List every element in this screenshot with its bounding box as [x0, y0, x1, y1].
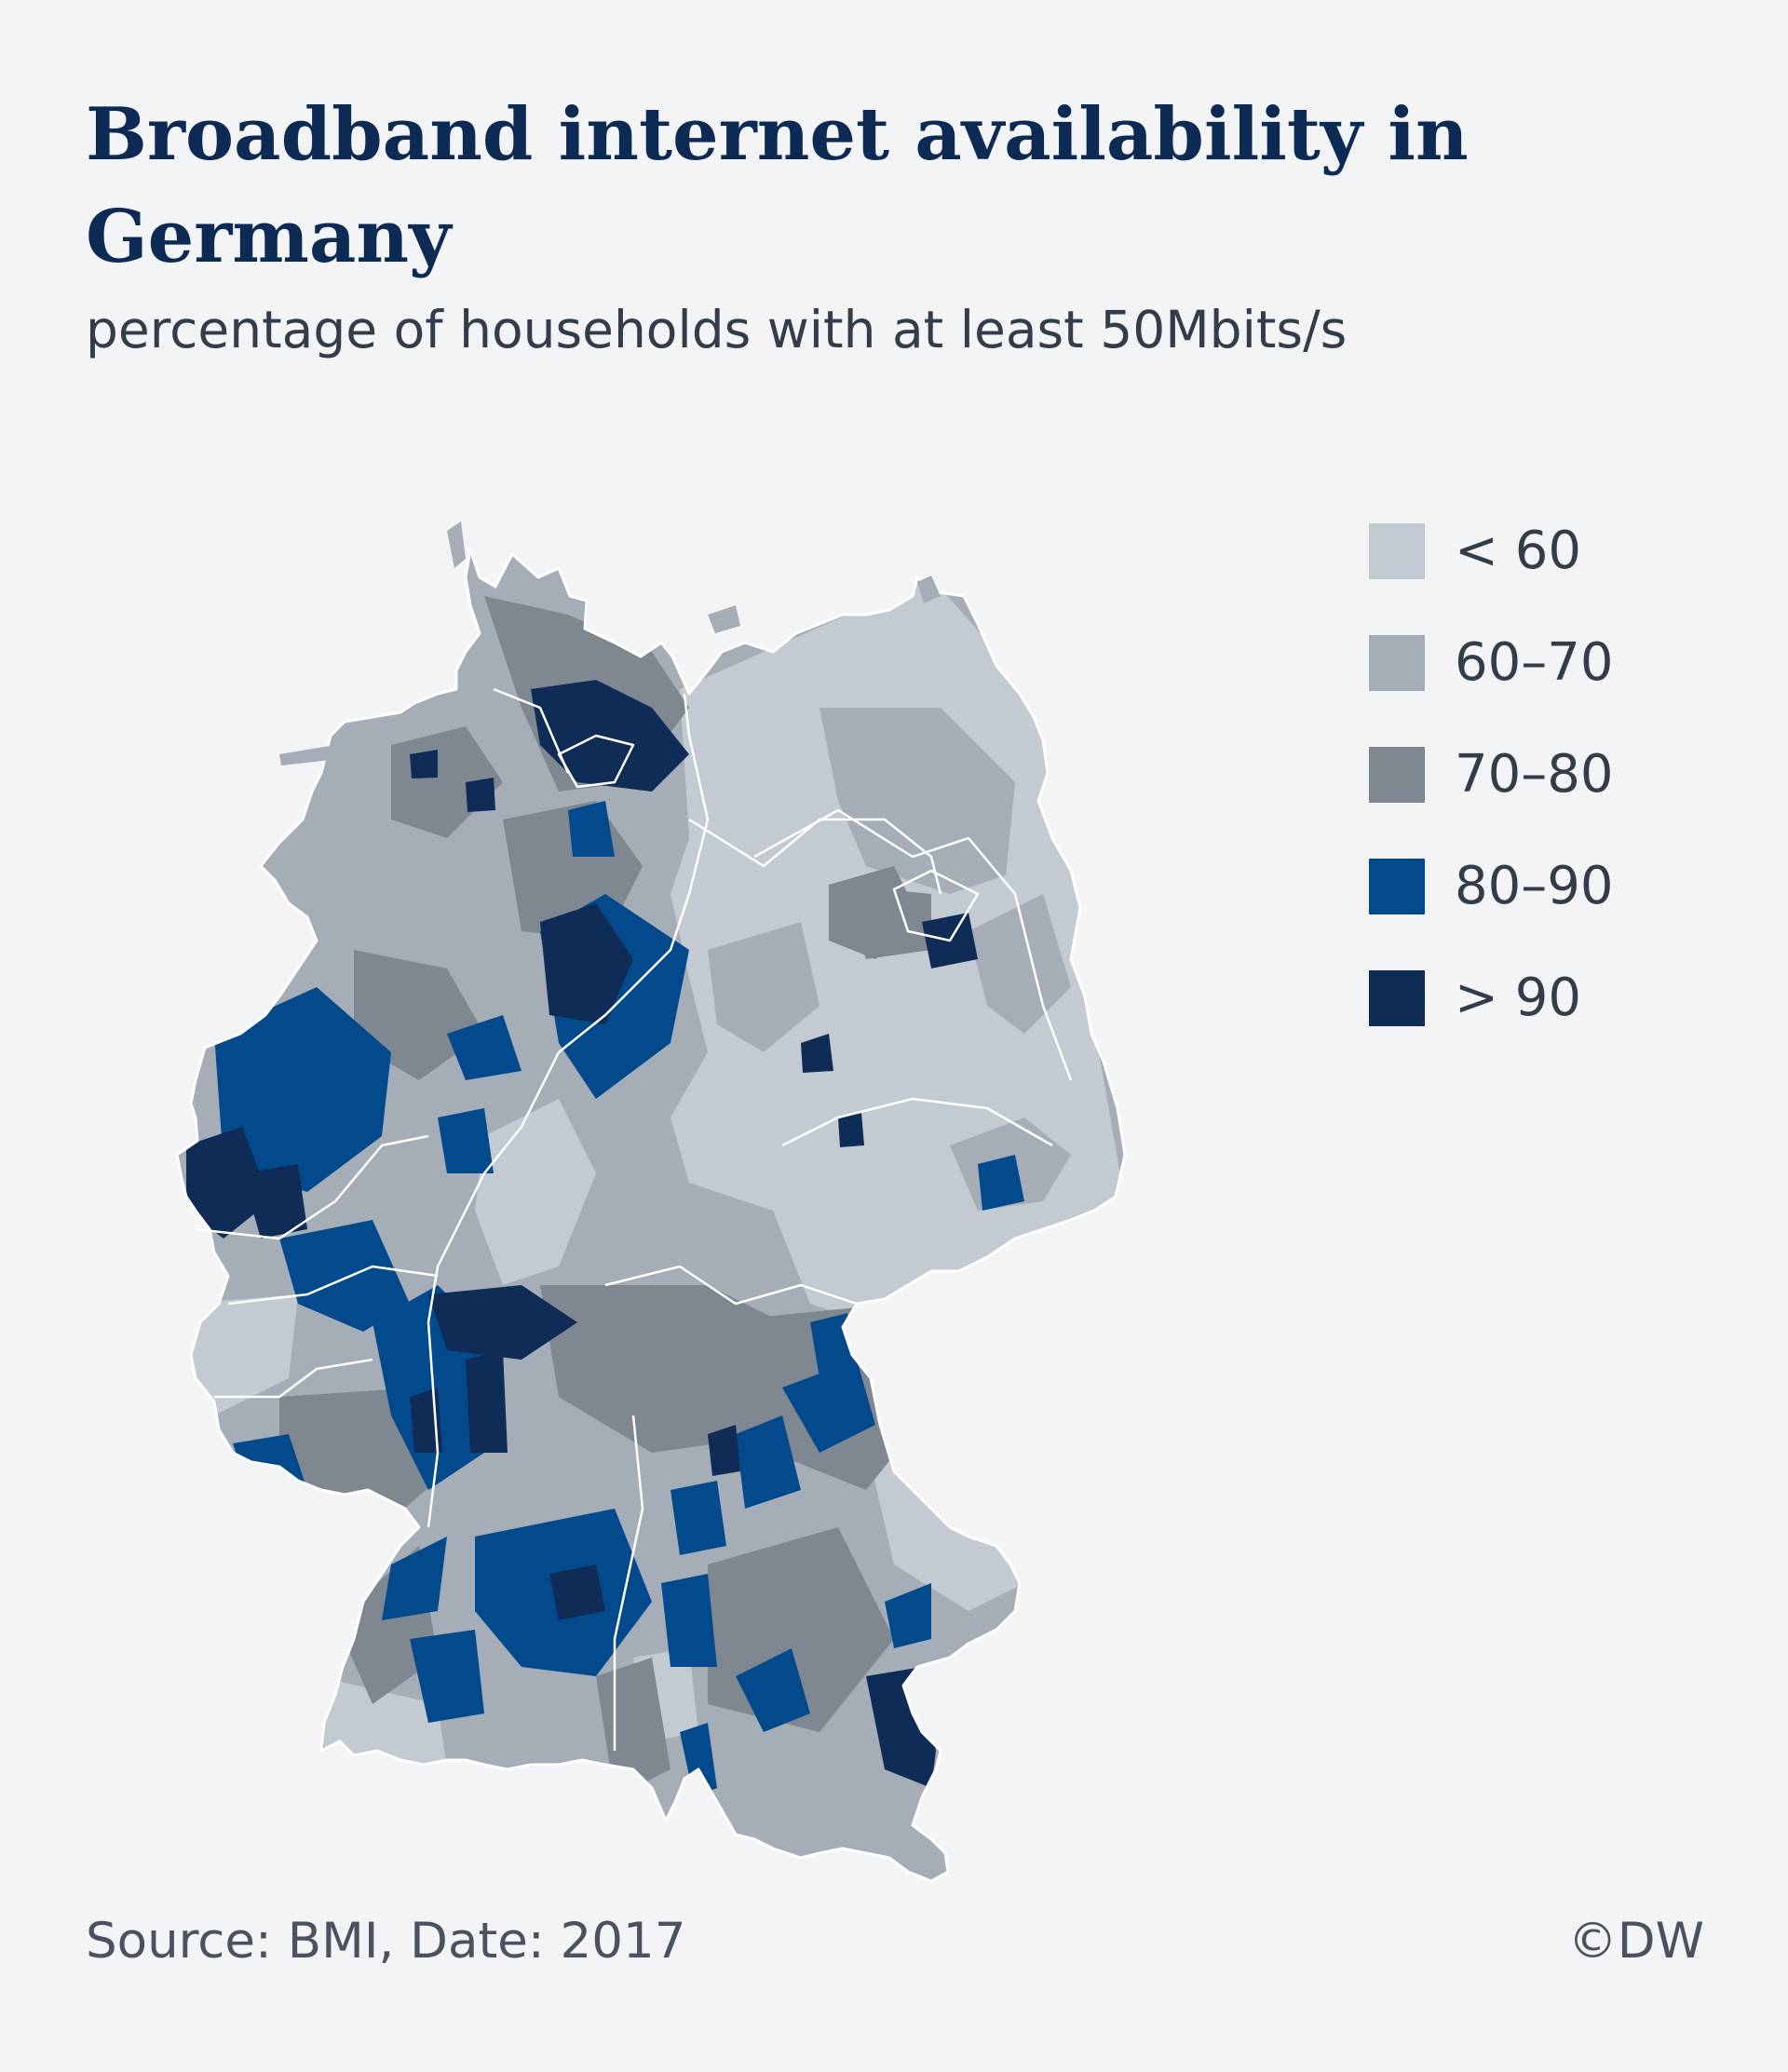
credit-label: ©DW: [1567, 1913, 1704, 1970]
legend-label: 80–90: [1455, 856, 1614, 916]
legend-item: 60–70: [1369, 635, 1667, 691]
legend-label: 60–70: [1455, 632, 1614, 693]
legend-item: 70–80: [1369, 747, 1667, 803]
legend-label: 70–80: [1455, 744, 1614, 805]
legend-swatch: [1369, 859, 1425, 914]
legend-item: < 60: [1369, 523, 1667, 579]
legend-item: 80–90: [1369, 859, 1667, 914]
chart-title: Broadband internet availability in Germa…: [86, 92, 1469, 279]
legend-item: > 90: [1369, 970, 1667, 1026]
legend-label: < 60: [1455, 521, 1581, 581]
chart-subtitle: percentage of households with at least 5…: [86, 300, 1348, 359]
legend-swatch: [1369, 747, 1425, 803]
legend-label: > 90: [1455, 968, 1581, 1028]
legend-swatch: [1369, 635, 1425, 691]
legend-swatch: [1369, 523, 1425, 579]
legend-swatch: [1369, 970, 1425, 1026]
source-note: Source: BMI, Date: 2017: [86, 1913, 686, 1970]
